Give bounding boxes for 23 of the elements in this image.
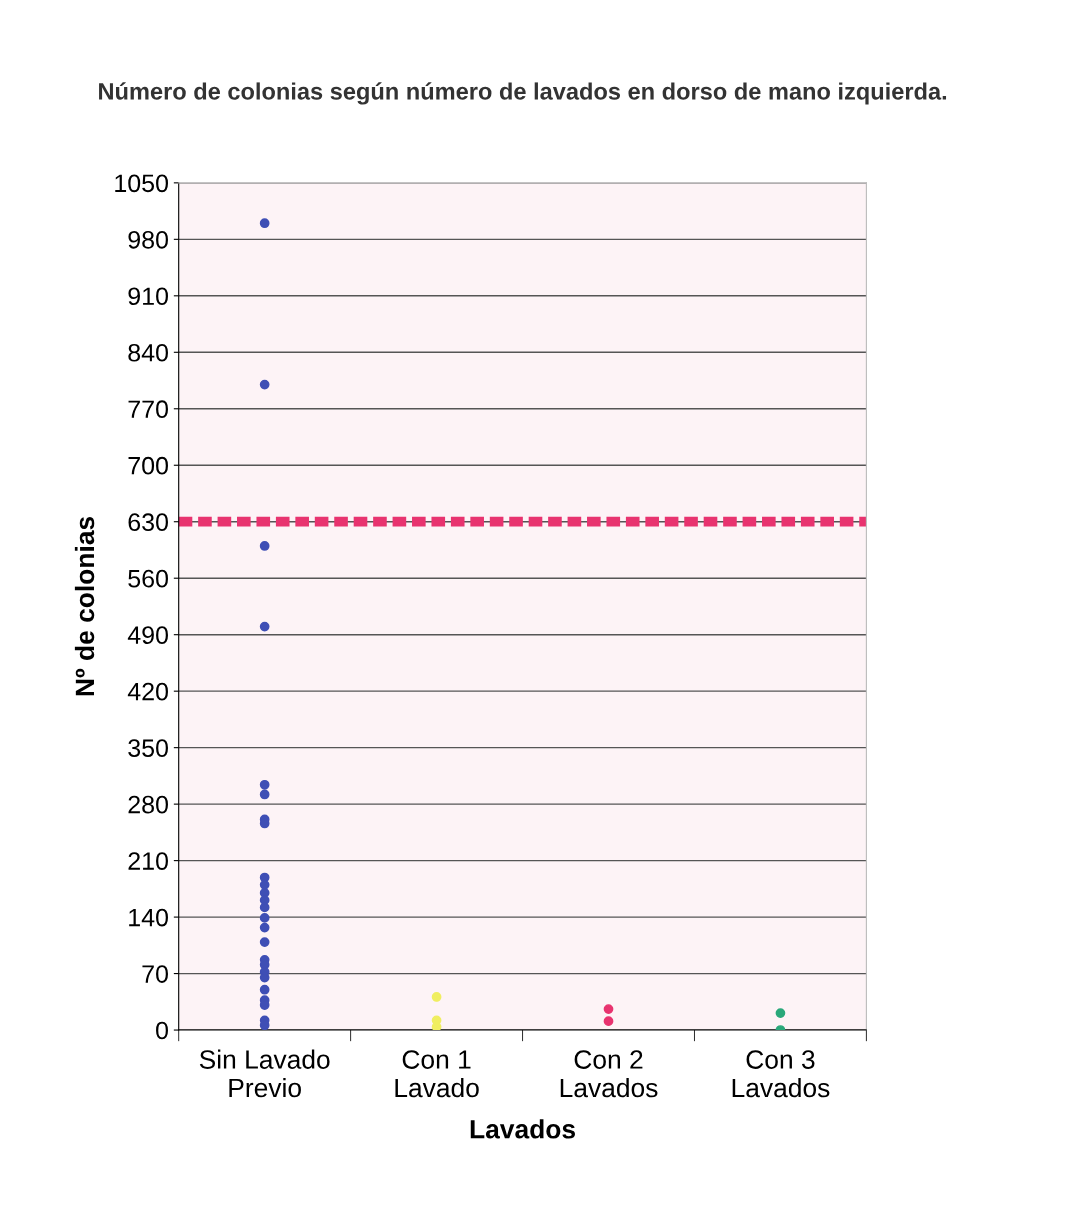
- y-axis-title: Nº de colonias: [74, 516, 95, 696]
- y-tick-label: 910: [128, 287, 168, 306]
- y-tick-label: 980: [128, 230, 168, 249]
- y-tick-label: 700: [128, 456, 168, 475]
- y-tick-label: 350: [128, 739, 168, 757]
- y-tick-label: 770: [128, 400, 168, 419]
- y-tick-label: 630: [128, 513, 168, 532]
- x-axis-title: Lavados: [470, 1119, 575, 1139]
- y-tick-label: 280: [128, 795, 168, 814]
- y-tick-label: 840: [128, 343, 168, 362]
- y-tick-label: 140: [129, 908, 168, 927]
- chart-title: Número de colonias según número de lavados en dorso de mano izquierda.: [99, 82, 947, 105]
- x-tick-label: Sin Lavado Previo: [199, 1049, 330, 1098]
- y-tick-label: 1050: [115, 174, 168, 193]
- y-tick-label: 490: [127, 626, 168, 644]
- x-tick-label: Con 2 Lavados: [560, 1050, 658, 1098]
- y-tick-label: 420: [127, 682, 168, 701]
- y-tick-label: 70: [142, 965, 168, 983]
- y-tick-label: 560: [128, 569, 168, 588]
- x-tick-label: Con 3 Lavados: [732, 1050, 830, 1098]
- y-tick-label: 0: [156, 1021, 168, 1040]
- y-tick-label: 210: [128, 852, 168, 870]
- x-tick-label: Con 1 Lavado: [395, 1050, 479, 1098]
